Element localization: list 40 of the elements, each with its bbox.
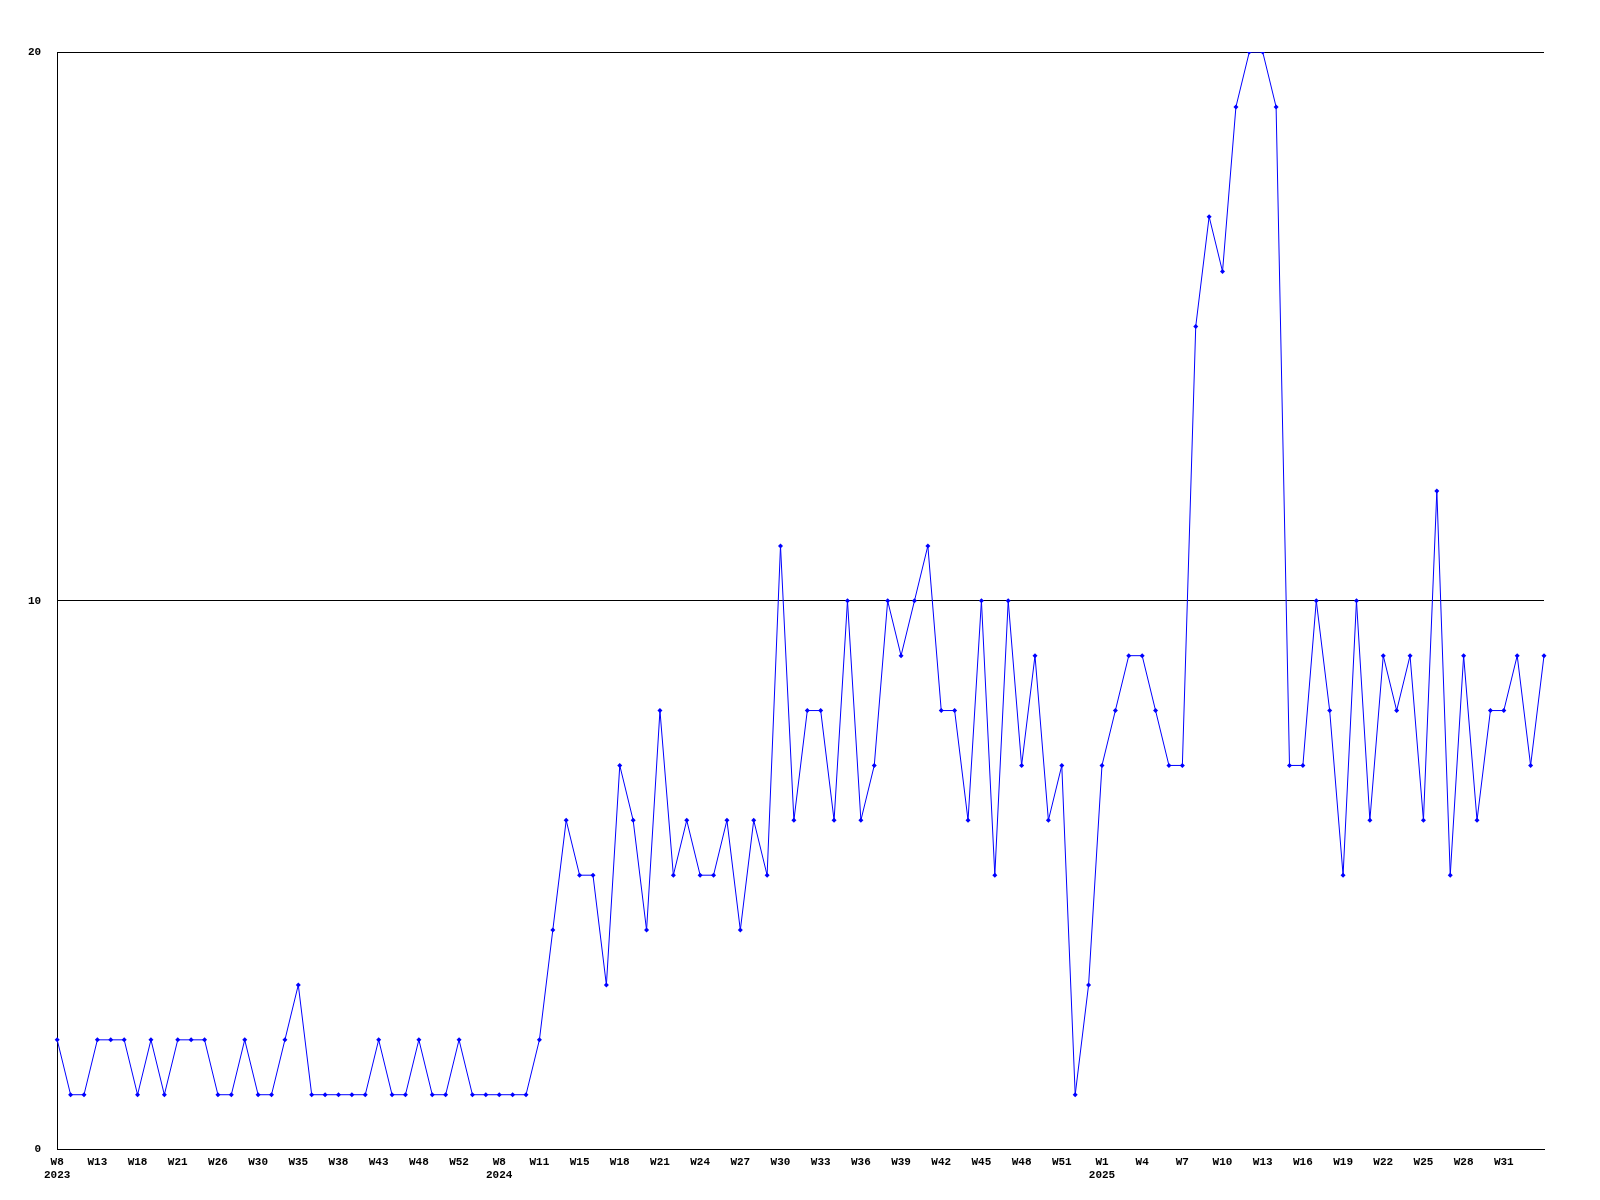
x-tick-label: W39 bbox=[891, 1155, 911, 1168]
x-tick-label: W38 bbox=[328, 1155, 349, 1168]
x-tick-label: W11 bbox=[529, 1155, 550, 1168]
x-tick-label: W18 bbox=[609, 1155, 631, 1168]
y-tick-label: 0 bbox=[34, 1143, 42, 1156]
x-tick-label: W10 bbox=[1212, 1155, 1233, 1168]
x-tick-label: W48 bbox=[1011, 1155, 1032, 1168]
x-tick-label: W33 bbox=[810, 1155, 831, 1168]
x-tick-label: W48 bbox=[408, 1155, 430, 1168]
x-tick-label: W7 bbox=[1175, 1155, 1189, 1168]
x-tick-label: W27 bbox=[730, 1155, 751, 1168]
x-tick-label: W21 bbox=[650, 1155, 671, 1168]
x-tick-label: W51 bbox=[1051, 1155, 1073, 1168]
y-tick-label: 20 bbox=[28, 45, 42, 58]
x-tick-label: W18 bbox=[127, 1155, 148, 1168]
x-tick-label: W13 bbox=[87, 1155, 108, 1168]
x-tick-label: W1 2025 bbox=[1088, 1155, 1116, 1182]
x-tick-label: W4 bbox=[1135, 1155, 1150, 1168]
x-tick-label: W15 bbox=[569, 1155, 590, 1168]
x-tick-label: W24 bbox=[690, 1155, 711, 1168]
x-tick-label: W30 bbox=[770, 1155, 791, 1168]
x-tick-label: W26 bbox=[208, 1155, 228, 1168]
x-tick-label: W30 bbox=[248, 1155, 269, 1168]
x-tick-label: W25 bbox=[1413, 1155, 1434, 1168]
x-tick-label: W8 2024 bbox=[486, 1155, 513, 1182]
x-tick-label: W52 bbox=[449, 1155, 469, 1168]
x-tick-label: W22 bbox=[1373, 1155, 1394, 1168]
y-tick-label: 10 bbox=[28, 594, 42, 607]
x-tick-label: W13 bbox=[1252, 1155, 1274, 1168]
x-tick-label: W21 bbox=[167, 1155, 189, 1168]
x-tick-label: W42 bbox=[931, 1155, 952, 1168]
x-tick-label: W35 bbox=[288, 1155, 309, 1168]
x-tick-label: W16 bbox=[1292, 1155, 1313, 1168]
x-tick-label: W19 bbox=[1333, 1155, 1353, 1168]
x-tick-label: W43 bbox=[368, 1155, 389, 1168]
x-tick-label: W31 bbox=[1493, 1155, 1515, 1168]
x-tick-label: W8 2023 bbox=[44, 1155, 71, 1182]
x-tick-label: W36 bbox=[850, 1155, 871, 1168]
x-tick-label: W28 bbox=[1453, 1155, 1474, 1168]
x-tick-label: W45 bbox=[971, 1155, 992, 1168]
